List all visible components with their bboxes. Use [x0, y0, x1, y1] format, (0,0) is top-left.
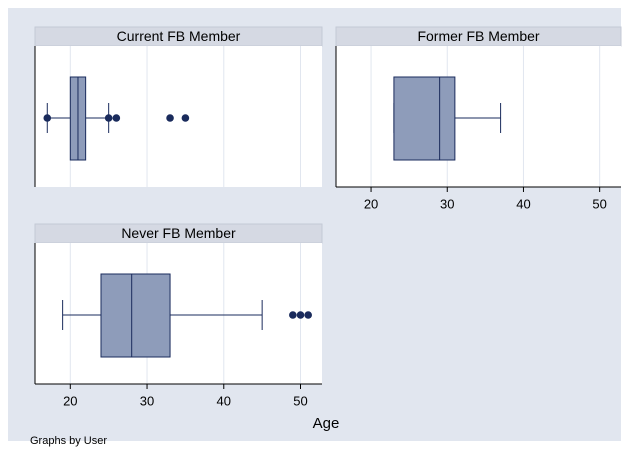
x-tick-label: 40 [516, 196, 530, 211]
note: Graphs by User [30, 435, 107, 447]
plot-area [35, 243, 322, 384]
outlier [296, 311, 305, 319]
box [100, 273, 171, 358]
x-tick-label: 20 [364, 196, 378, 211]
plot-area [336, 46, 621, 187]
outlier [304, 311, 312, 319]
x-tick-label: 30 [440, 196, 454, 211]
outlier [112, 114, 121, 122]
x-tick-label: 50 [592, 196, 606, 211]
outlier [181, 114, 190, 122]
x-tick-label: 30 [140, 393, 154, 408]
x-axis-label: Age [313, 415, 340, 432]
panel-title: Never FB Member [121, 225, 236, 241]
panel-title: Former FB Member [417, 28, 539, 44]
x-tick-label: 40 [217, 393, 231, 408]
outlier [104, 114, 113, 122]
x-tick-label: 20 [63, 393, 77, 408]
box [393, 76, 456, 161]
outlier [289, 311, 297, 319]
outlier [43, 114, 52, 122]
outlier [166, 114, 174, 122]
panel-title: Current FB Member [117, 28, 241, 44]
x-tick-label: 50 [293, 393, 307, 408]
